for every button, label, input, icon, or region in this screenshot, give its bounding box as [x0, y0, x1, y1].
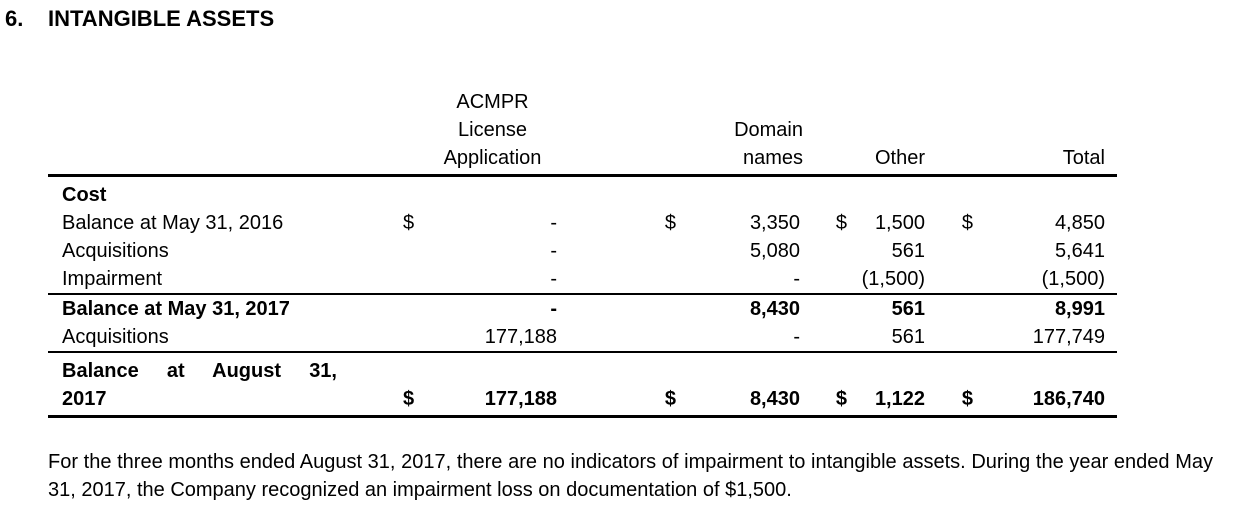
dollar-sign	[560, 294, 676, 323]
dollar-sign	[560, 265, 676, 295]
cell-acmpr: 177,188	[425, 352, 560, 418]
intangible-assets-table: ACMPR License Application Domain names O…	[48, 88, 1117, 418]
row-label: Balance at May 31, 2017	[62, 298, 290, 320]
table-row-balance-august-31-2017: Balance at August 31, 2017 $ 177,188 $ 8…	[48, 352, 1117, 418]
cell-domain-names: 5,080	[749, 240, 800, 262]
dollar-sign	[560, 323, 676, 353]
cell-total: 177,749	[977, 323, 1117, 353]
cell-acmpr: -	[550, 212, 557, 234]
col-header-acmpr-license-application: ACMPR License Application	[425, 88, 560, 177]
dollar-sign	[390, 237, 425, 265]
dollar-sign	[803, 265, 847, 295]
row-label: Acquisitions	[48, 323, 390, 353]
note-heading: 6. INTANGIBLE ASSETS	[5, 4, 1259, 34]
cell-domain-names: -	[676, 265, 803, 295]
cell-acmpr: -	[550, 298, 557, 320]
cell-total: 5,641	[1054, 240, 1105, 262]
dollar-sign: $	[390, 352, 425, 418]
cell-domain-names: 3,350	[749, 212, 800, 234]
dollar-sign: $	[835, 212, 847, 234]
cell-domain-names: 8,430	[749, 298, 800, 320]
dollar-sign	[390, 265, 425, 295]
dollar-sign: $	[803, 352, 847, 418]
dollar-sign	[932, 323, 977, 353]
dollar-sign: $	[932, 352, 977, 418]
cell-total: 8,991	[1054, 298, 1105, 320]
dollar-sign: $	[961, 212, 973, 234]
dollar-sign	[560, 237, 676, 265]
col-header-empty	[48, 88, 425, 177]
row-label: Balance at August 31, 2017	[48, 352, 390, 418]
col-header-other: Other	[803, 88, 932, 177]
cell-other: 561	[847, 323, 932, 353]
dollar-sign	[390, 294, 425, 323]
cell-domain-names: 8,430	[676, 352, 803, 418]
table-header-row: ACMPR License Application Domain names O…	[48, 88, 1117, 177]
row-label-line2: 2017	[62, 388, 107, 410]
dollar-sign	[932, 237, 977, 265]
table-row-cost: Cost	[48, 176, 1117, 210]
dollar-sign	[390, 323, 425, 353]
cell-total: 4,850	[1054, 212, 1105, 234]
table-row-acquisitions-2017: Acquisitions - 5,080 561 5,641	[48, 237, 1117, 265]
cell-acmpr: -	[425, 265, 560, 295]
cell-domain-names: -	[676, 323, 803, 353]
table-row-balance-may-31-2016: Balance at May 31, 2016 $ - $ 3,350 $ 1,…	[48, 209, 1117, 237]
dollar-sign: $	[664, 212, 676, 234]
cell-other: (1,500)	[847, 265, 932, 295]
cell-acmpr: -	[550, 240, 557, 262]
note-number: 6.	[5, 6, 24, 31]
dollar-sign	[932, 265, 977, 295]
col-header-total: Total	[977, 88, 1117, 177]
row-label: Impairment	[48, 265, 390, 295]
row-label-line1: Balance at August 31,	[62, 360, 337, 382]
dollar-sign: $	[403, 212, 415, 234]
table-row-balance-may-31-2017: Balance at May 31, 2017 - 8,430 561 8,99…	[48, 294, 1117, 323]
table-row-impairment: Impairment - - (1,500) (1,500)	[48, 265, 1117, 295]
cell-acmpr: 177,188	[425, 323, 560, 353]
dollar-sign	[803, 294, 847, 323]
table-row-acquisitions-2018: Acquisitions 177,188 - 561 177,749	[48, 323, 1117, 353]
cell-other: 561	[891, 298, 925, 320]
note-title: INTANGIBLE ASSETS	[48, 6, 275, 31]
cell-other: 561	[891, 240, 925, 262]
row-label: Acquisitions	[62, 240, 169, 262]
row-label-cost: Cost	[62, 184, 107, 206]
dollar-sign	[803, 323, 847, 353]
col-header-empty	[932, 88, 977, 177]
dollar-sign: $	[560, 352, 676, 418]
cell-other: 1,122	[847, 352, 932, 418]
footnote-paragraph: For the three months ended August 31, 20…	[48, 451, 1213, 501]
col-header-empty	[560, 88, 676, 177]
dollar-sign	[932, 294, 977, 323]
cell-total: 186,740	[977, 352, 1117, 418]
dollar-sign	[803, 237, 847, 265]
cell-total: (1,500)	[977, 265, 1117, 295]
col-header-domain-names: Domain names	[676, 88, 803, 177]
row-label: Balance at May 31, 2016	[62, 212, 284, 234]
cell-other: 1,500	[874, 212, 925, 234]
